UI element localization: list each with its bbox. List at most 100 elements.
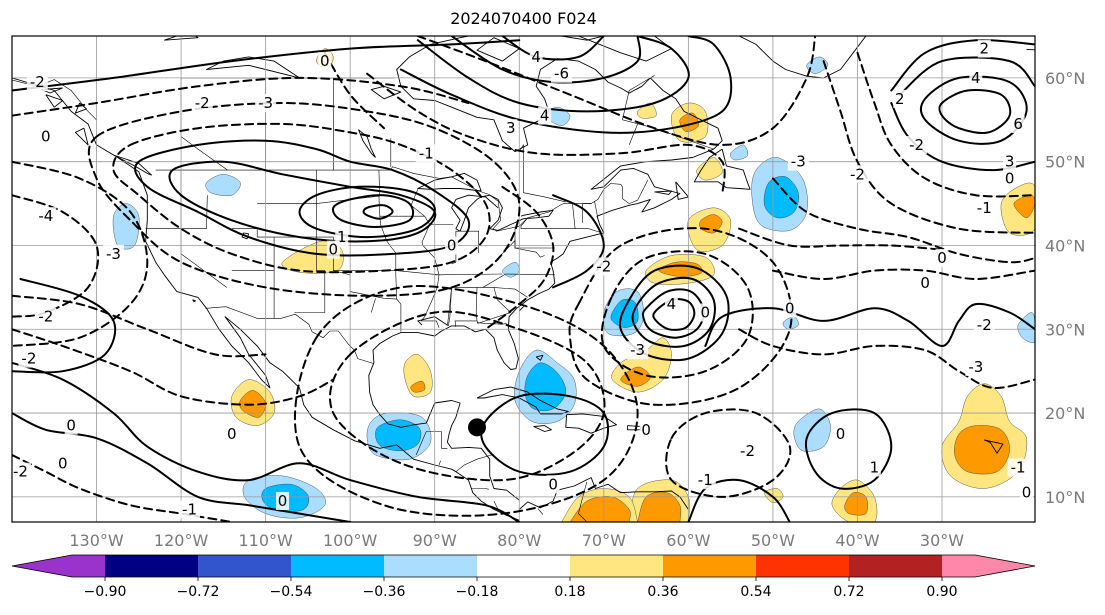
contour-label: -3 — [791, 153, 806, 171]
lon-tick-label: 60°W — [666, 531, 710, 550]
shaded-region — [637, 491, 682, 522]
lon-tick-label: 130°W — [69, 531, 124, 550]
contour-label-bg — [64, 416, 78, 435]
shaded-region — [637, 102, 657, 119]
border-line — [628, 123, 638, 146]
colorbar-tick-label: −0.72 — [177, 584, 220, 600]
contour-label-bg — [1011, 114, 1025, 133]
contour-dashed — [484, 185, 555, 331]
contour-label: -2 — [909, 136, 924, 154]
border-line — [451, 230, 479, 265]
colorbar-segment — [198, 555, 291, 577]
contour-solid — [898, 56, 1035, 96]
map-title: 2024070400 F024 — [450, 9, 597, 28]
border-line — [378, 195, 397, 300]
coastline — [192, 299, 196, 303]
coastline — [370, 85, 402, 100]
coastline — [358, 129, 376, 158]
contour-label-bg — [846, 165, 868, 184]
contour-label: 0 — [937, 249, 947, 267]
contour-label: 4 — [531, 48, 541, 66]
contour-label: 0 — [1005, 169, 1015, 187]
contour-dashed — [293, 285, 639, 517]
contour-label-bg — [973, 198, 995, 217]
contour-dashed — [738, 328, 1035, 389]
border-line — [438, 460, 441, 466]
border-line — [12, 79, 97, 121]
lat-tick-label: 50°N — [1045, 153, 1085, 172]
coastline — [74, 127, 89, 146]
contour-label: -2 — [850, 165, 865, 183]
border-line — [537, 508, 544, 515]
border-line — [574, 228, 600, 233]
contour-label: -3 — [106, 245, 121, 263]
contour-dashed — [12, 294, 267, 358]
border-line — [519, 143, 566, 203]
contour-label: -2 — [977, 316, 992, 334]
coastline — [675, 181, 689, 200]
contour-label-bg — [918, 274, 932, 293]
contour-solid — [501, 36, 605, 61]
location-marker — [468, 418, 486, 437]
coastline — [654, 190, 672, 195]
coastline — [738, 36, 867, 79]
contour-label-bg — [787, 152, 809, 171]
contour-label: 3 — [1005, 153, 1015, 171]
contour-label-bg — [504, 119, 518, 138]
contour-solid — [704, 302, 1035, 347]
contour-label-bg — [737, 441, 759, 460]
border-line — [582, 203, 592, 223]
colorbar-tick-label: 0.90 — [926, 584, 957, 600]
contour-label: -2 — [740, 442, 755, 460]
border-line — [629, 179, 649, 204]
lon-tick-label: 40°W — [835, 531, 879, 550]
contour-label: 0 — [641, 421, 651, 439]
contour-label: 0 — [227, 425, 237, 443]
border-line — [455, 454, 492, 472]
contour-solid — [416, 36, 690, 113]
coastline — [984, 439, 1004, 454]
coastline — [535, 354, 544, 361]
contour-dashed — [12, 160, 149, 347]
contour-dashed — [856, 51, 1035, 198]
contour-dashed — [738, 227, 943, 251]
colorbar-tick-label: −0.54 — [270, 584, 313, 600]
lat-tick-label: 30°N — [1045, 320, 1085, 339]
border-line — [415, 431, 442, 456]
contour-label: 0 — [278, 492, 288, 510]
contour-dashed — [771, 177, 1035, 264]
border-line — [482, 287, 528, 298]
contour-label: 0 — [447, 236, 457, 254]
contour-dashed — [366, 72, 726, 197]
lat-tick-label: 10°N — [1045, 488, 1085, 507]
contour-label-bg — [225, 425, 239, 444]
colorbar-tick-label: −0.90 — [84, 584, 127, 600]
graticule — [12, 36, 1035, 522]
contour-label-bg — [1003, 152, 1017, 171]
border-line — [448, 287, 452, 326]
border-line — [497, 239, 545, 260]
contour-solid — [480, 392, 610, 476]
border-line — [594, 201, 599, 219]
contour-solid — [641, 288, 705, 339]
colorbar-tick-label: 0.54 — [740, 584, 771, 600]
coastline — [518, 306, 524, 312]
contour-label-bg — [102, 244, 124, 263]
shaded-region — [375, 419, 422, 452]
contour-dashed — [323, 51, 385, 130]
contour-solid — [12, 361, 521, 522]
contour-label: 0 — [41, 128, 51, 146]
contour-label: 0 — [700, 304, 710, 322]
shaded-region — [610, 298, 639, 328]
lat-tick-label: 60°N — [1045, 69, 1085, 88]
contour-solid — [687, 478, 791, 522]
contour-label-bg — [1007, 458, 1029, 477]
colorbar: −0.90 −0.72 −0.54 −0.36 −0.18 0.18 0.36 0.54 0.7… — [11, 554, 1036, 600]
contour-solid — [552, 194, 605, 289]
contour-label: 0 — [836, 425, 846, 443]
colorbar-outline — [11, 554, 1036, 578]
lon-tick-label: 100°W — [323, 531, 378, 550]
contour-label-bg — [546, 475, 560, 494]
contour-label: -2 — [21, 350, 36, 368]
